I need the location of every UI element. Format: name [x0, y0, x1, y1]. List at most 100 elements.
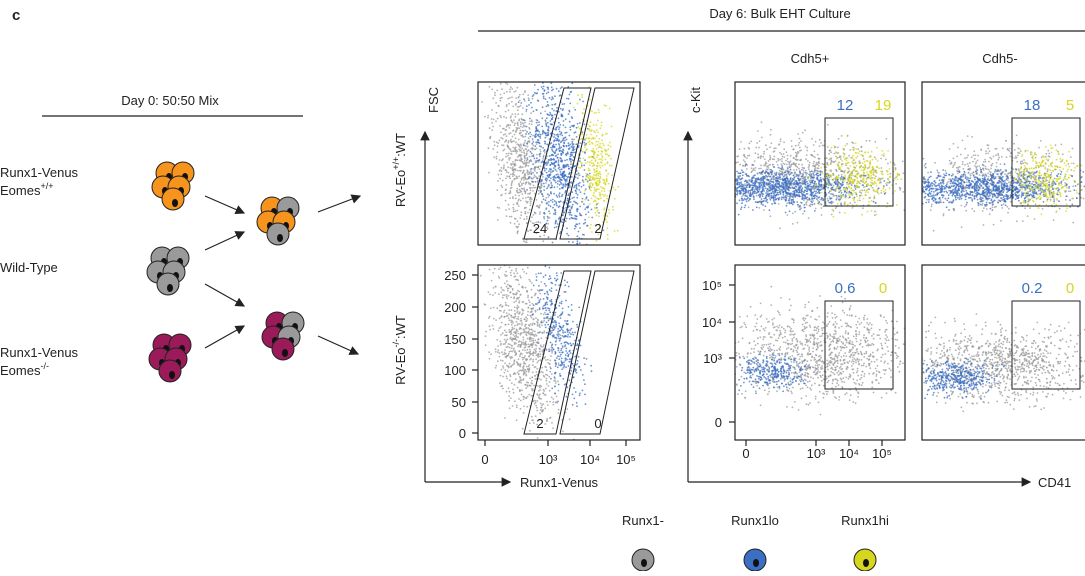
event [554, 353, 556, 355]
event [572, 149, 574, 151]
event [508, 317, 510, 319]
event [500, 76, 502, 78]
event [601, 147, 603, 149]
event [607, 173, 609, 175]
event [554, 321, 556, 323]
event [719, 182, 721, 184]
event [534, 212, 536, 214]
event [568, 98, 570, 100]
event [570, 370, 572, 372]
event [521, 394, 523, 396]
event [718, 179, 720, 181]
event [606, 221, 608, 223]
event [576, 405, 578, 407]
event [515, 334, 517, 336]
event [815, 164, 817, 166]
event [748, 206, 750, 208]
event [525, 136, 527, 138]
event [500, 131, 502, 133]
event [526, 150, 528, 152]
event [756, 142, 758, 144]
event [562, 116, 564, 118]
event [766, 166, 768, 168]
event [521, 193, 523, 195]
event [543, 216, 545, 218]
event [792, 223, 794, 225]
event [859, 191, 861, 193]
event [481, 101, 483, 103]
event [550, 278, 552, 280]
event [540, 379, 542, 381]
event [518, 313, 520, 315]
event [517, 156, 519, 158]
event [763, 153, 765, 155]
event [586, 134, 588, 136]
event [546, 168, 548, 170]
event [517, 387, 519, 389]
event [511, 216, 513, 218]
event [604, 183, 606, 185]
event [530, 323, 532, 325]
event [685, 157, 687, 159]
event [767, 167, 769, 169]
event [549, 180, 551, 182]
event [524, 344, 526, 346]
event [512, 173, 514, 175]
event [817, 200, 819, 202]
event [817, 154, 819, 156]
event [710, 180, 712, 182]
event [720, 185, 722, 187]
event [695, 188, 697, 190]
event [783, 193, 785, 195]
event [601, 151, 603, 153]
event [587, 199, 589, 201]
event [593, 130, 595, 132]
event [556, 205, 558, 207]
event [521, 183, 523, 185]
event [508, 329, 510, 331]
event [564, 280, 566, 282]
event [519, 275, 521, 277]
event [497, 207, 499, 209]
event [524, 319, 526, 321]
event [517, 125, 519, 127]
event [544, 283, 546, 285]
event [801, 196, 803, 198]
event [556, 275, 558, 277]
event [563, 164, 565, 166]
event [567, 355, 569, 357]
event [505, 200, 507, 202]
event [665, 169, 667, 171]
event [609, 190, 611, 192]
event [762, 156, 764, 158]
event [501, 385, 503, 387]
event [716, 171, 718, 173]
event [771, 178, 773, 180]
event [531, 311, 533, 313]
event [569, 350, 571, 352]
event [506, 124, 508, 126]
event [507, 315, 509, 317]
event [500, 258, 502, 260]
event [525, 145, 527, 147]
event [512, 405, 514, 407]
event [510, 140, 512, 142]
event [565, 354, 567, 356]
event [512, 121, 514, 123]
event [533, 285, 535, 287]
event [492, 97, 494, 99]
event [596, 211, 598, 213]
event [515, 150, 517, 152]
event [551, 303, 553, 305]
event [707, 196, 709, 198]
event [564, 284, 566, 286]
event [722, 191, 724, 193]
event [597, 175, 599, 177]
event [746, 198, 748, 200]
event [579, 158, 581, 160]
event [813, 163, 815, 165]
event [515, 378, 517, 380]
event [614, 198, 616, 200]
event [513, 338, 515, 340]
event [596, 189, 598, 191]
